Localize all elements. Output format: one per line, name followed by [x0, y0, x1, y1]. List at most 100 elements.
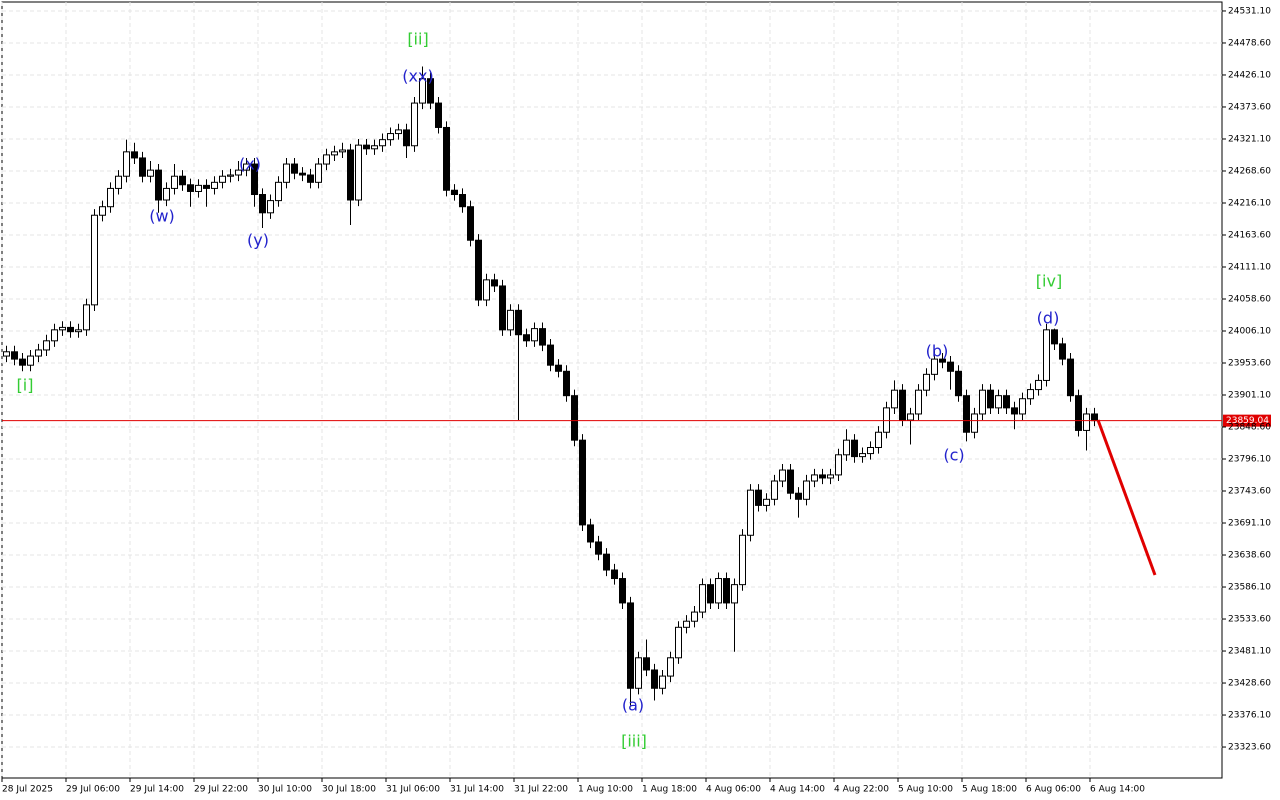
wave-label: (a) — [622, 696, 644, 715]
candle-body — [491, 279, 498, 287]
x-tick-label: 28 Jul 2025 — [2, 785, 53, 795]
candle-body — [659, 675, 666, 689]
candle-body — [979, 389, 986, 415]
candle-body — [675, 626, 682, 659]
wave-label: (y) — [247, 231, 269, 250]
y-tick-label: 24216.10 — [1228, 198, 1271, 208]
wave-label: (w) — [149, 207, 175, 226]
candle-body — [683, 620, 690, 628]
y-tick-label: 23428.60 — [1228, 679, 1271, 689]
wave-label: (b) — [926, 342, 949, 361]
candle-body — [83, 304, 90, 331]
candle-body — [803, 480, 810, 500]
candle-body — [907, 413, 914, 421]
candle-body — [899, 389, 906, 421]
candle-body — [435, 102, 442, 128]
x-tick-label: 1 Aug 18:00 — [642, 785, 697, 795]
candle-body — [955, 370, 962, 397]
y-tick-label: 23953.60 — [1228, 359, 1271, 369]
candle-body — [91, 214, 98, 306]
y-tick-label: 24111.10 — [1228, 262, 1271, 272]
plot-frame — [1, 1, 1223, 779]
candles — [3, 66, 1098, 706]
candle-body — [275, 181, 282, 202]
candle-body — [43, 340, 50, 351]
candle-body — [419, 78, 426, 104]
candle-body — [739, 534, 746, 586]
candle-body — [587, 524, 594, 543]
candle-body — [723, 578, 730, 604]
candle-body — [939, 358, 946, 363]
x-tick-label: 31 Jul 06:00 — [386, 785, 440, 795]
candle-body — [475, 239, 482, 301]
candle-body — [923, 373, 930, 391]
candle-body — [1075, 395, 1082, 431]
y-tick-label: 23691.10 — [1228, 519, 1271, 529]
y-tick-label: 24478.60 — [1228, 38, 1271, 48]
candle-body — [1035, 379, 1042, 391]
candle-body — [499, 285, 506, 331]
y-tick-label: 23323.60 — [1228, 743, 1271, 753]
candle-body — [699, 584, 706, 613]
candle-body — [139, 157, 146, 177]
y-tick-label: 23638.60 — [1228, 551, 1271, 561]
candle-body — [51, 329, 58, 342]
candle-body — [667, 657, 674, 677]
candle-body — [403, 129, 410, 147]
candle-body — [371, 145, 378, 150]
candle-body — [859, 453, 866, 458]
candle-body — [395, 129, 402, 135]
y-tick-label: 24321.10 — [1228, 134, 1271, 144]
x-tick-label: 29 Jul 22:00 — [194, 785, 248, 795]
candle-body — [795, 492, 802, 500]
x-tick-label: 29 Jul 14:00 — [130, 785, 184, 795]
wave-label: [ii] — [407, 30, 428, 49]
y-tick-label: 24058.60 — [1228, 294, 1271, 304]
candle-body — [291, 163, 298, 174]
candle-body — [67, 326, 74, 333]
candle-body — [235, 169, 242, 176]
candle-body — [451, 189, 458, 196]
candle-body — [427, 78, 434, 104]
candle-body — [539, 328, 546, 346]
candle-body — [1027, 389, 1034, 400]
y-tick-label: 23848.60 — [1228, 423, 1271, 433]
y-tick-label: 23901.10 — [1228, 391, 1271, 401]
candle-body — [827, 474, 834, 479]
y-tick-label: 23376.10 — [1228, 711, 1271, 721]
candle-body — [707, 584, 714, 604]
candle-body — [195, 184, 202, 192]
candle-body — [259, 194, 266, 214]
x-tick-label: 31 Jul 14:00 — [450, 785, 504, 795]
candle-body — [147, 169, 154, 177]
candle-body — [59, 326, 66, 331]
candle-body — [851, 439, 858, 458]
candle-body — [155, 169, 162, 201]
candle-body — [227, 174, 234, 177]
candle-body — [411, 102, 418, 147]
candle-body — [355, 144, 362, 201]
candle-body — [163, 187, 170, 201]
y-tick-label: 23743.60 — [1228, 487, 1271, 497]
candle-body — [755, 489, 762, 506]
candle-body — [115, 175, 122, 189]
y-tick-label: 24531.10 — [1228, 6, 1271, 16]
x-tick-label: 5 Aug 10:00 — [898, 785, 953, 795]
price-label: 23859.04 — [1226, 416, 1269, 426]
candle-body — [123, 151, 130, 177]
wave-label: [i] — [17, 376, 34, 395]
candle-body — [19, 358, 26, 366]
candle-body — [787, 469, 794, 494]
candle-body — [267, 200, 274, 214]
candle-body — [299, 172, 306, 176]
x-tick-label: 1 Aug 10:00 — [578, 785, 633, 795]
candle-body — [995, 395, 1002, 409]
candle-body — [347, 149, 354, 201]
candle-body — [619, 578, 626, 604]
wave-label: [iii] — [621, 732, 647, 751]
candle-body — [843, 439, 850, 456]
candle-body — [1011, 407, 1018, 415]
candle-body — [387, 133, 394, 141]
candle-body — [571, 395, 578, 441]
candle-body — [931, 358, 938, 375]
